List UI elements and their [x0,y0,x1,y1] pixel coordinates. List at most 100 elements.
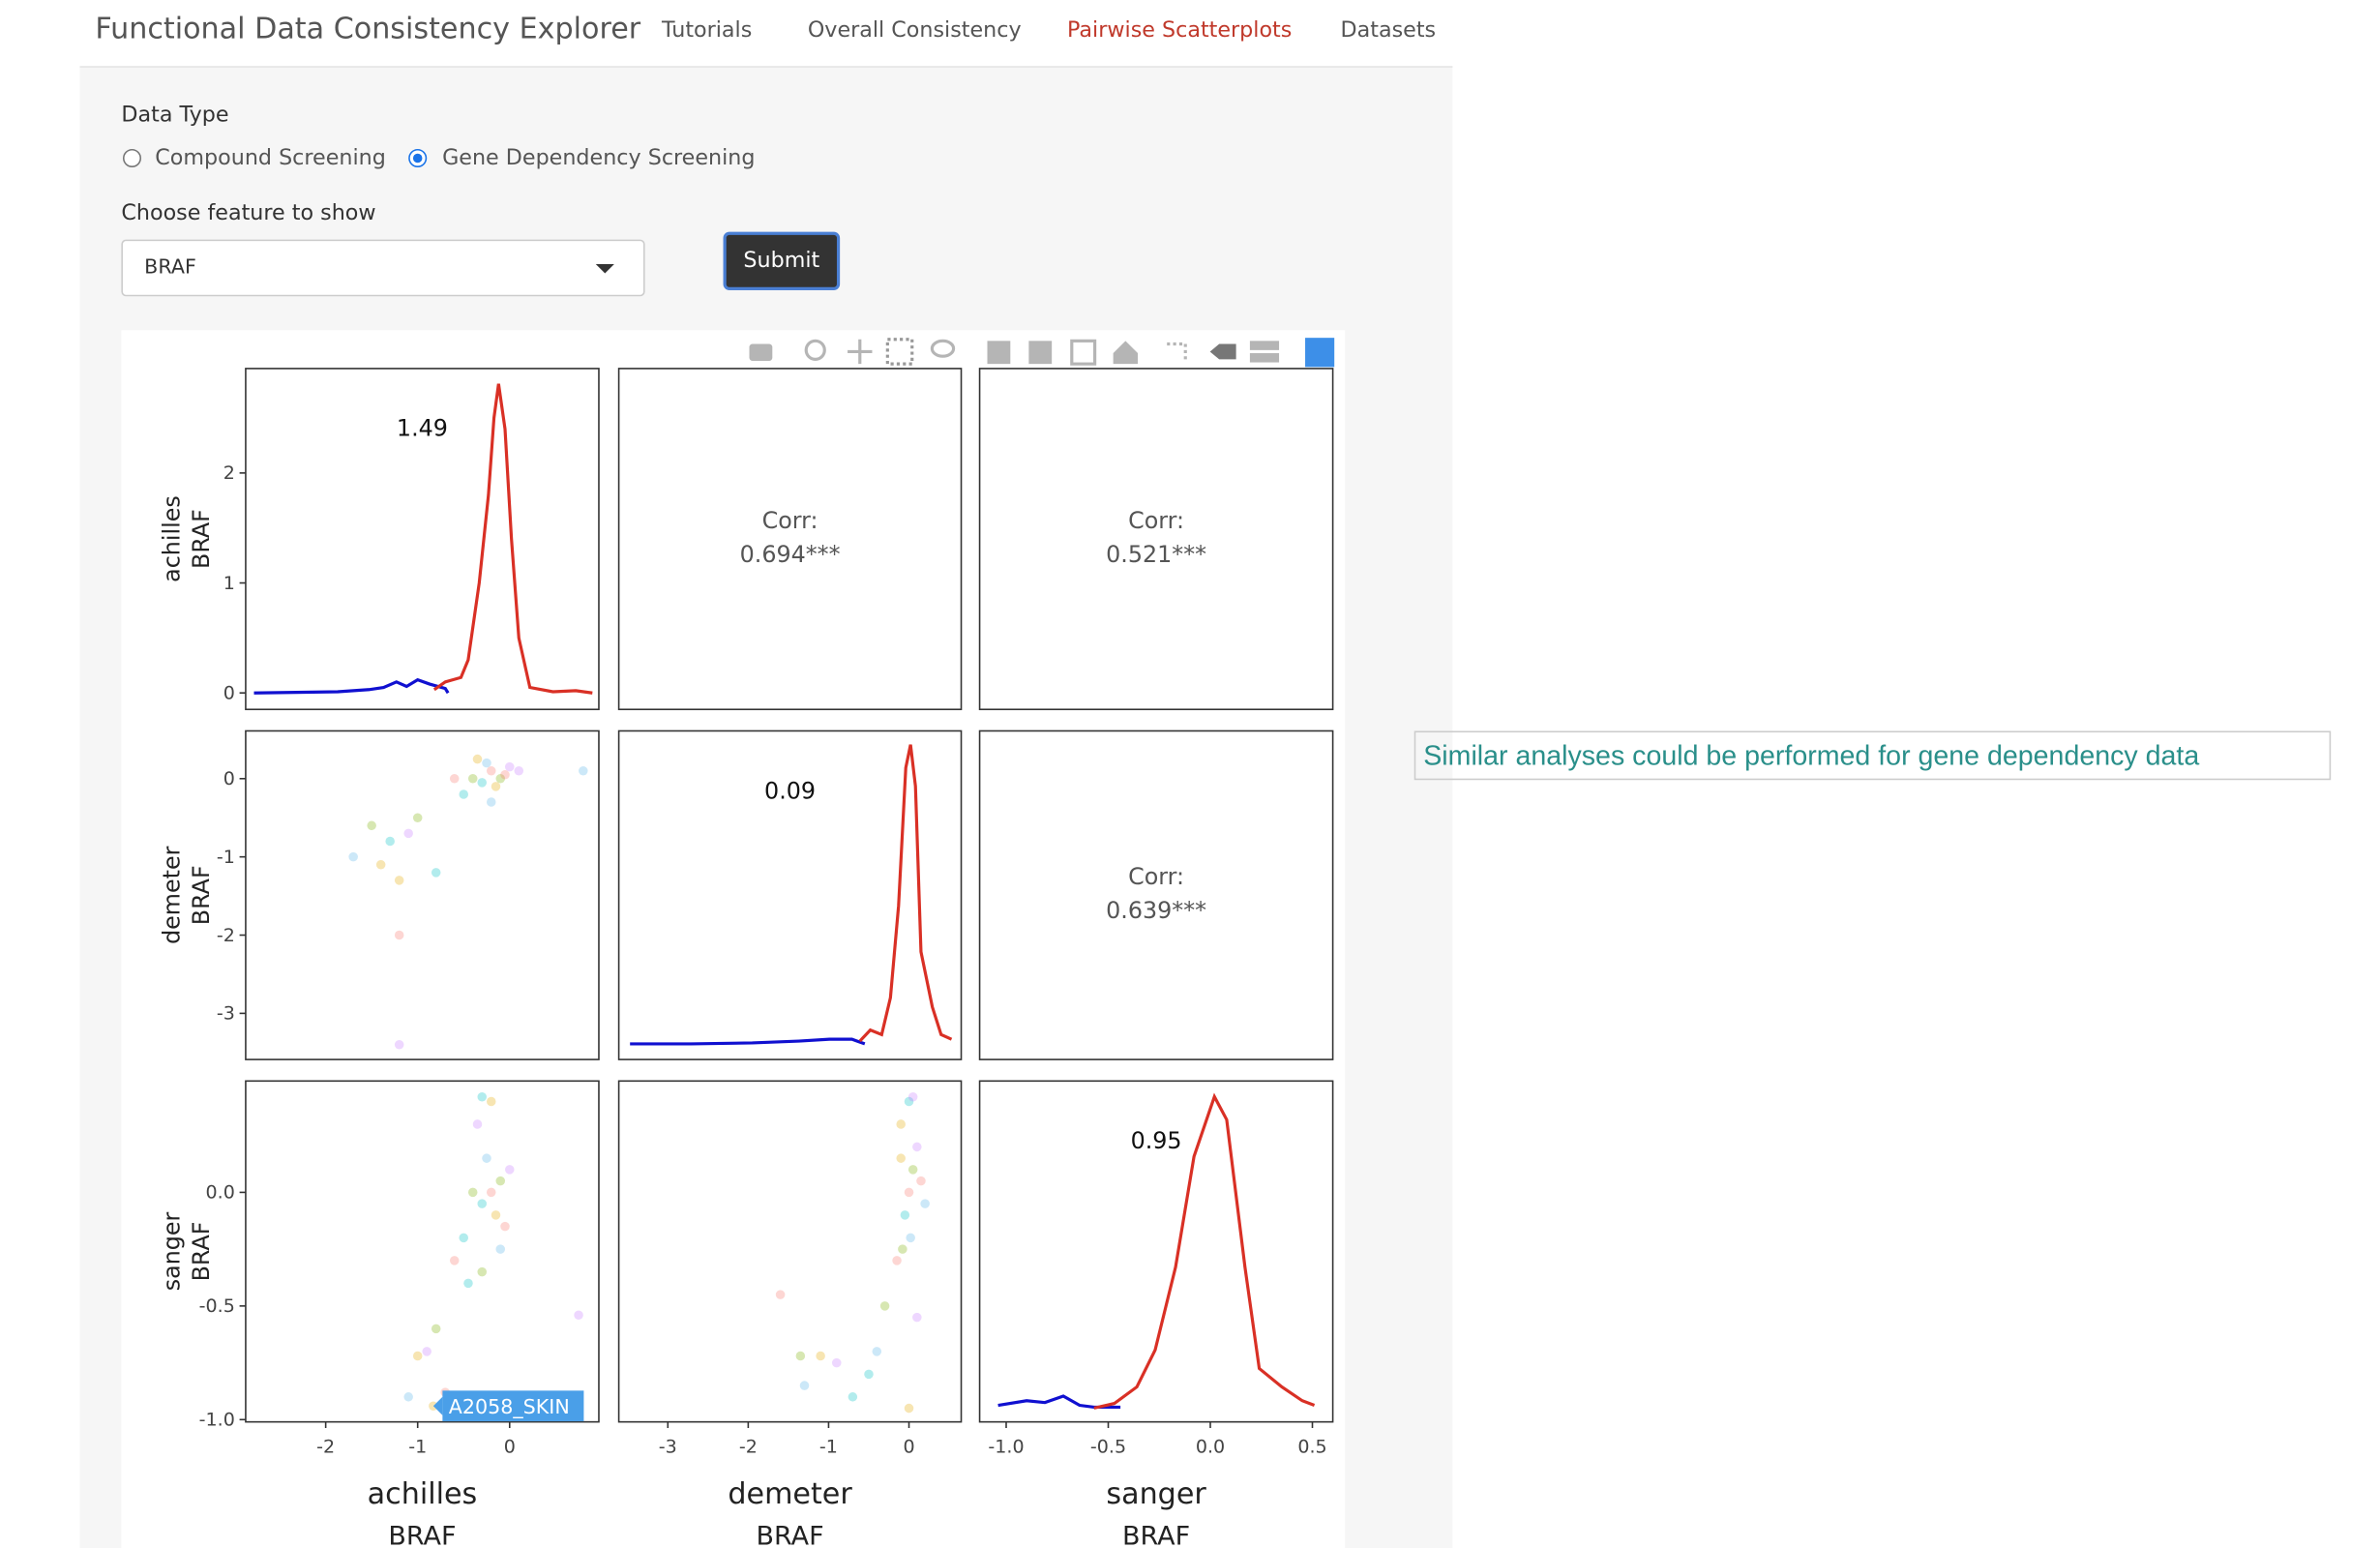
scatter-point [904,1187,914,1198]
scatter-point [467,1187,478,1198]
scatter-point [486,1096,496,1107]
scatter-point [491,1210,501,1220]
scatter-point [500,1221,510,1232]
y-tick-label: -1.0 [199,1410,235,1431]
y-tick-label: 0 [223,683,235,704]
radio[interactable] [122,148,142,167]
scatter-point [348,851,358,862]
nav-link[interactable]: Overall Consistency [807,18,1022,44]
submit-button[interactable]: Submit [723,231,841,290]
x-tick-label: -0.5 [1090,1436,1126,1457]
hover-closest-icon[interactable] [1209,343,1236,360]
scatter-point [482,1153,491,1163]
x-tick-label: -2 [316,1436,335,1457]
divider [79,66,1453,68]
field-label: Choose feature to show [121,200,376,226]
scatter-point [775,1290,786,1299]
zoom-in-icon[interactable] [987,341,1011,365]
y-axis-title: BRAF [188,865,215,925]
scatter-point [412,813,423,822]
scatter-point [459,1233,468,1243]
scatter-point [431,868,441,878]
corr-text: Corr: [762,507,818,534]
scatter-point [449,1256,460,1265]
select-icon[interactable] [885,338,914,366]
scatter-point [879,1301,890,1311]
pan-icon[interactable] [848,339,873,365]
scatter-point [491,782,501,791]
scatter-point [459,789,468,799]
scatter-point [912,1142,922,1152]
spike-icon[interactable] [1167,342,1187,360]
density-line [858,744,953,1043]
corr-text: Corr: [1128,507,1184,534]
scatter-point [486,765,496,776]
scatter-point [904,1096,914,1107]
y-tick-label: -1 [217,847,235,868]
corr-text: Corr: [1128,863,1184,890]
x-tick-label: -3 [659,1436,677,1457]
density-line [432,383,593,695]
scatter-point [916,1176,926,1186]
zoom-icon[interactable] [804,339,826,361]
scatter-point [864,1369,874,1380]
y-tick-label: -0.5 [199,1295,235,1317]
nav-link[interactable]: Tutorials [662,18,753,44]
lasso-icon[interactable] [930,339,956,358]
panel-frame [617,368,963,711]
scatter-point [394,1039,404,1050]
x-axis-title: sanger [1106,1477,1206,1511]
nav-link[interactable]: Datasets [1340,18,1437,44]
scatter-point [495,1244,506,1254]
select[interactable]: BRAF [121,239,645,297]
scatter-point [514,765,524,776]
scatter-point [896,1119,906,1129]
density-line [1093,1092,1316,1410]
hover-compare-icon[interactable] [1249,341,1280,350]
scatter-point [574,1310,583,1321]
autoscale-icon[interactable] [1070,339,1097,366]
scatter-point [467,774,478,784]
radio-label[interactable]: Compound Screening [155,145,386,171]
field-label: Data Type [121,103,229,128]
x-tick-label: -1 [819,1436,838,1457]
scatter-point [898,1244,907,1254]
scatter-point [463,1278,473,1289]
select-value: BRAF [144,256,196,280]
panel-frame [245,1080,600,1423]
y-axis-title: demeter [159,846,186,944]
scatter-point [394,876,404,885]
panel-frame [978,368,1334,711]
radio-label[interactable]: Gene Dependency Screening [442,145,756,171]
scatter-point [799,1381,810,1390]
diag-label: 1.49 [397,415,448,442]
brand[interactable]: Functional Data Consistency Explorer [95,12,641,46]
nav-link[interactable]: Pairwise Scatterplots [1067,18,1293,44]
scatter-point [403,1392,413,1402]
scatter-point [422,1347,431,1356]
scatter-point [472,1119,483,1129]
scatter-point [500,769,510,780]
x-axis-title: achilles [368,1477,478,1511]
scatter-point [477,1091,488,1102]
x-tick-label: -1 [408,1436,427,1457]
tooltip-box [442,1390,584,1422]
panel-frame [978,1080,1334,1423]
scatter-point [920,1199,930,1208]
scatter-point [831,1357,842,1368]
zoom-out-icon[interactable] [1028,341,1053,365]
scatter-point [906,1233,915,1243]
camera-icon[interactable] [749,343,773,361]
scatter-point [367,820,376,831]
y-tick-label: -3 [217,1003,235,1025]
radio[interactable] [408,148,428,167]
plotly-logo[interactable] [1305,338,1335,368]
scatter-point [431,1324,441,1334]
panel-frame [245,729,600,1060]
scatter-point [795,1351,806,1361]
tooltip-pointer [432,1396,443,1415]
hover-compare-icon[interactable] [1249,353,1280,363]
reset-icon[interactable] [1113,341,1139,365]
x-tick-label: 0 [504,1436,516,1457]
